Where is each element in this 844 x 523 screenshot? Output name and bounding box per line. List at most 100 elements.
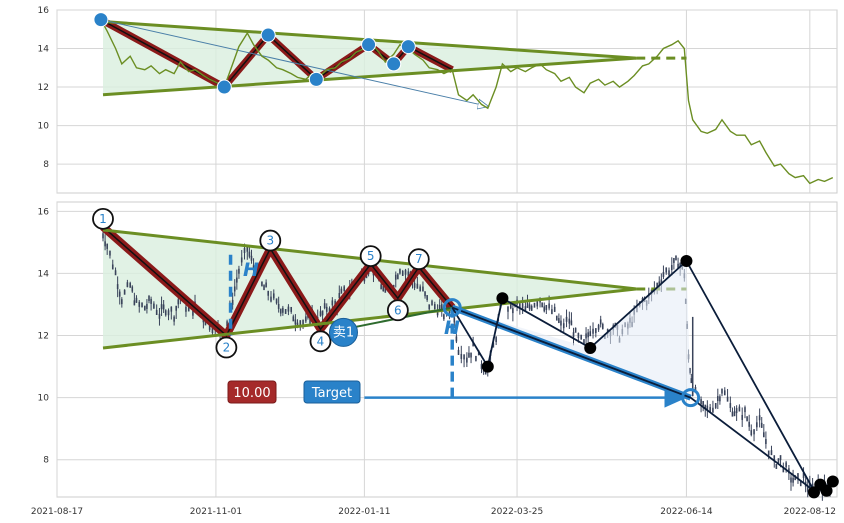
candle-body (292, 316, 295, 322)
candle-body (455, 336, 458, 342)
candle-body (106, 243, 108, 249)
candle-body (463, 354, 465, 360)
candle-body (543, 306, 546, 312)
pattern-markers: 1 2 3 4 5 6 7 卖1 (92, 207, 839, 499)
candle-body (770, 450, 773, 456)
pivot-dot (820, 484, 833, 497)
candle-body (397, 274, 399, 280)
candle-body (299, 320, 302, 326)
top-turning-point (386, 56, 402, 72)
candle-body (595, 328, 597, 334)
candle-body (208, 324, 211, 330)
candle-body (243, 248, 246, 253)
candle-body (434, 304, 436, 310)
top-y-tick: 10 (38, 122, 50, 132)
candle-body (116, 284, 119, 290)
x-tick: 2021-08-17 (31, 507, 83, 517)
candle-body (236, 277, 238, 283)
candle-body (706, 405, 709, 411)
candle-body (270, 296, 272, 302)
candle-body (294, 319, 297, 325)
candle-body (343, 286, 345, 292)
candle-body (173, 316, 175, 322)
candle-body (148, 296, 150, 301)
candle-body (426, 295, 428, 301)
candle-body (126, 282, 129, 288)
candle-body (765, 439, 767, 445)
bottom-y-tick: 8 (43, 456, 49, 466)
candle-body (261, 281, 263, 287)
candle-body (568, 318, 571, 324)
top-turning-point (308, 71, 324, 87)
candle-body (231, 299, 234, 305)
top-y-tick: 16 (38, 6, 50, 16)
candle-body (144, 305, 146, 311)
candle-body (545, 304, 548, 310)
pivot-dot (584, 341, 597, 354)
candle-body (133, 300, 136, 306)
candle-body (338, 293, 341, 298)
projection-node (681, 388, 701, 408)
sell-marker-circle (328, 317, 358, 347)
candle-body (741, 414, 744, 420)
candle-body (797, 473, 799, 479)
candle-body (738, 406, 741, 412)
pattern-point-circle (359, 245, 382, 268)
candle-body (719, 396, 721, 402)
candle-body (162, 304, 165, 310)
candle-body (153, 303, 155, 309)
bottom-y-ticks: 16 14 12 10 8 (38, 207, 50, 465)
candle-body (495, 337, 497, 343)
pattern-point-label: 7 (415, 252, 423, 266)
pattern-point-3: 3 (259, 229, 282, 252)
pivot-dot (481, 360, 494, 373)
pattern-point-label: 6 (394, 303, 402, 317)
candle-body (246, 246, 249, 252)
top-y-tick: 14 (38, 45, 50, 55)
candle-body (587, 332, 589, 338)
candle-body (431, 300, 433, 306)
candle-body (422, 286, 424, 292)
pattern-point-6: 6 (386, 299, 409, 322)
candle-body (509, 303, 512, 309)
candle-body (250, 255, 253, 261)
candle-body (305, 316, 307, 322)
candle-body (131, 286, 134, 292)
price-tag-label: 10.00 (233, 386, 270, 401)
pattern-point-4: 4 (309, 330, 332, 353)
candle-body (440, 304, 443, 310)
candle-body (382, 286, 385, 292)
projection-path (451, 259, 815, 492)
candle-body (492, 342, 495, 348)
pattern-point-7: 7 (407, 248, 430, 271)
bottom-zigzag-line (102, 226, 453, 337)
pivot-dot (826, 475, 839, 488)
candle-body (777, 458, 780, 464)
candle-body (160, 304, 163, 310)
candle-body (248, 251, 251, 257)
candle-body (709, 407, 711, 413)
candle-body (158, 313, 161, 319)
candle-body (714, 402, 717, 408)
candle-body (577, 333, 580, 339)
candle-body (597, 324, 600, 330)
candle-body (185, 306, 187, 312)
candle-body (436, 310, 439, 316)
candle-body (658, 281, 661, 287)
candle-body (521, 303, 524, 309)
candle-body (700, 399, 702, 405)
candle-body (744, 407, 746, 413)
candle-body (733, 411, 736, 417)
candle-body (558, 318, 560, 324)
candle-body (811, 483, 814, 489)
candle-body (731, 411, 734, 417)
candle-body (530, 305, 533, 311)
candle-body (533, 302, 536, 308)
candle-body (416, 283, 419, 289)
pattern-point-circle (407, 248, 430, 271)
candle-body (384, 287, 387, 293)
candle-body (583, 339, 585, 345)
candle-body (541, 302, 543, 308)
candle-body (753, 429, 755, 435)
candle-body (690, 378, 693, 384)
